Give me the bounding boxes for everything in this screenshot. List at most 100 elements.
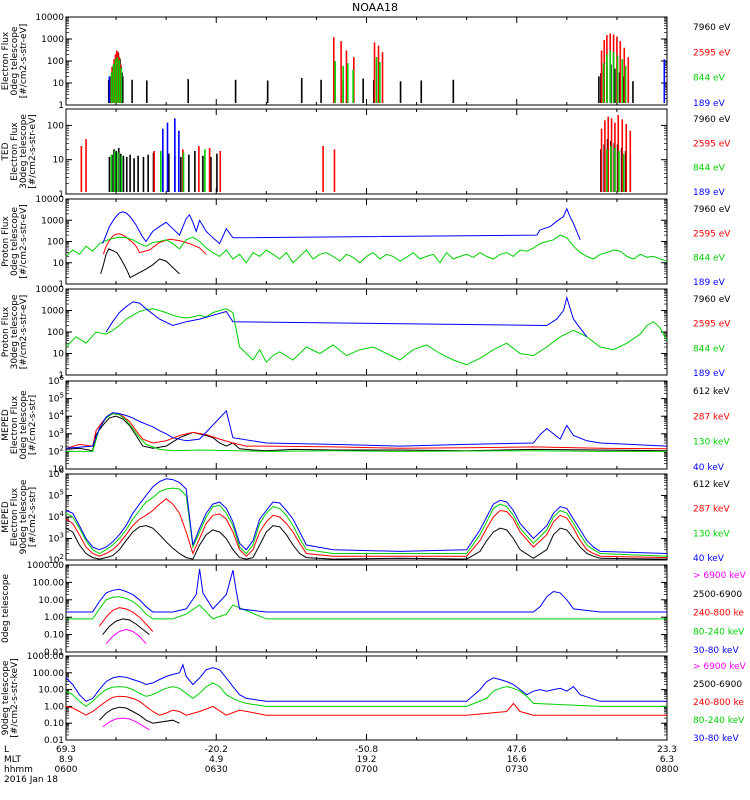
y-axis-label: Electron Flux bbox=[10, 395, 20, 454]
series-line-blue bbox=[102, 207, 581, 245]
footer-tick-l: -50.8 bbox=[355, 745, 379, 755]
y-tick-label: 1 bbox=[58, 280, 64, 290]
series-line-green bbox=[65, 682, 667, 708]
y-tick-label: 10000 bbox=[35, 13, 64, 23]
y-axis-label: MEPED bbox=[1, 409, 11, 441]
footer-row-label: hhmm bbox=[4, 765, 33, 775]
y-axis-label: Electron Flux bbox=[1, 31, 11, 90]
legend-entry: 189 eV bbox=[693, 188, 726, 198]
y-tick-label: 105 bbox=[48, 392, 64, 405]
legend-entry: 844 eV bbox=[693, 254, 726, 264]
legend-entry: 240-800 ke bbox=[693, 698, 744, 708]
series-line-red bbox=[98, 607, 154, 632]
plot-frame bbox=[65, 108, 668, 195]
plot-frame bbox=[65, 380, 668, 470]
y-tick-label: 1 bbox=[58, 190, 64, 200]
y-axis-label: [#/cm2-s-str-eV] bbox=[19, 295, 29, 370]
y-tick-label: 0.10 bbox=[44, 719, 64, 729]
y-axis-label: 30deg telescope bbox=[10, 294, 20, 369]
series-line-black bbox=[102, 618, 150, 635]
y-tick-label: 0.01 bbox=[44, 648, 64, 658]
footer-tick-l: -20.2 bbox=[205, 745, 228, 755]
y-tick-label: 0.10 bbox=[44, 631, 64, 641]
series-line-blue bbox=[65, 478, 668, 554]
legend-entry: 80-240 keV bbox=[693, 627, 745, 637]
series-line-green bbox=[66, 413, 667, 452]
y-tick-label: 10.00 bbox=[38, 596, 64, 606]
series-line-red bbox=[65, 412, 668, 450]
legend-entry: 844 eV bbox=[693, 344, 726, 354]
y-axis-label: 90deg telescope bbox=[19, 479, 29, 554]
legend-entry: 189 eV bbox=[693, 99, 726, 109]
legend-entry: 40 keV bbox=[693, 554, 725, 564]
y-tick-label: 102 bbox=[48, 444, 64, 457]
y-axis-label: [#/cm2-s-str-eV] bbox=[19, 24, 29, 99]
plot-frame bbox=[65, 655, 668, 741]
legend-entry: 612 keV bbox=[693, 480, 730, 490]
y-tick-label: 103 bbox=[48, 427, 64, 440]
panel-1: 1 10 100 1000 10000 Electron Flux 0deg telesco… bbox=[1, 13, 731, 111]
panel-7: 0.01 0.10 1.00 10.00 100.00 1000.00 0deg teles… bbox=[1, 561, 747, 658]
y-tick-label: 1000.00 bbox=[27, 561, 64, 571]
footer-tick-hhmm: 0630 bbox=[205, 765, 228, 775]
y-tick-label: 105 bbox=[48, 489, 64, 502]
legend-entry: 2500-6900 bbox=[693, 680, 742, 690]
series-line-blue bbox=[66, 568, 667, 613]
y-tick-label: 1000 bbox=[41, 307, 64, 317]
y-tick-label: 100.00 bbox=[33, 578, 65, 588]
legend-entry: 7960 eV bbox=[693, 205, 731, 215]
panel-5: 10 102 103 104 105 106 MEPED Electron Flux 0deg … bbox=[1, 374, 730, 475]
footer-tick-mlt: 4.9 bbox=[209, 755, 224, 765]
legend-entry: 287 keV bbox=[693, 505, 730, 515]
y-tick-label: 100.00 bbox=[33, 669, 65, 679]
footer-tick-l: 47.6 bbox=[507, 745, 527, 755]
legend-entry: > 6900 keV bbox=[693, 571, 747, 581]
y-axis-label: 0deg telescope bbox=[10, 207, 20, 277]
y-axis-label: 90deg telescope bbox=[1, 660, 11, 735]
series-line-blue bbox=[65, 409, 668, 449]
y-tick-label: 0.01 bbox=[44, 736, 64, 746]
legend-entry: 189 eV bbox=[693, 369, 726, 379]
legend-entry: 844 eV bbox=[693, 164, 726, 174]
y-tick-label: 1000.00 bbox=[27, 652, 64, 662]
footer-row-label: MLT bbox=[4, 755, 22, 765]
y-tick-label: 10 bbox=[53, 79, 65, 89]
series-line-magenta bbox=[105, 628, 147, 645]
y-axis-label: [#/cm2-s-str] bbox=[28, 487, 38, 547]
legend-entry: 2595 eV bbox=[693, 320, 731, 330]
footer-tick-l: 69.3 bbox=[56, 745, 76, 755]
legend-entry: 2595 eV bbox=[693, 139, 731, 149]
legend-entry: 189 eV bbox=[693, 278, 726, 288]
legend-entry: > 6900 keV bbox=[693, 662, 747, 672]
series-line-black bbox=[100, 248, 180, 279]
footer-tick-l: 23.3 bbox=[657, 745, 677, 755]
plot-frame bbox=[65, 564, 668, 653]
y-tick-label: 104 bbox=[48, 409, 64, 422]
legend-entry: 130 keV bbox=[693, 529, 730, 539]
footer-tick-mlt: 8.9 bbox=[59, 755, 74, 765]
legend-entry: 844 eV bbox=[693, 74, 726, 84]
panel-2: 1 10 100 TED Electron Flux 30deg telescope [#/… bbox=[1, 108, 731, 200]
y-tick-label: 100 bbox=[47, 57, 64, 67]
y-tick-label: 106 bbox=[48, 374, 64, 387]
legend-entry: 612 keV bbox=[693, 387, 730, 397]
panels: 1 10 100 1000 10000 Electron Flux 0deg telesco… bbox=[1, 13, 747, 746]
legend-entry: 2595 eV bbox=[693, 229, 731, 239]
legend-entry: 30-80 keV bbox=[693, 646, 739, 656]
legend-entry: 7960 eV bbox=[693, 23, 731, 33]
y-tick-label: 1.00 bbox=[44, 702, 64, 712]
panel-4: 1 10 100 1000 10000 Proton Flux 30deg telescop… bbox=[1, 285, 731, 381]
y-tick-label: 1000 bbox=[41, 216, 64, 226]
series-line-green bbox=[65, 308, 668, 366]
series-line-green bbox=[65, 487, 668, 557]
y-tick-label: 10000 bbox=[35, 285, 64, 295]
y-tick-label: 10000 bbox=[35, 195, 64, 205]
legend-entry: 287 keV bbox=[693, 412, 730, 422]
legend-entry: 2595 eV bbox=[693, 48, 731, 58]
footer-tick-hhmm: 0700 bbox=[355, 765, 378, 775]
y-axis-label: [#/cm2-s-str-eV] bbox=[19, 204, 29, 279]
series-line-blue bbox=[105, 295, 588, 338]
legend-entry: 30-80 keV bbox=[693, 734, 739, 744]
plot-frame bbox=[65, 16, 668, 106]
